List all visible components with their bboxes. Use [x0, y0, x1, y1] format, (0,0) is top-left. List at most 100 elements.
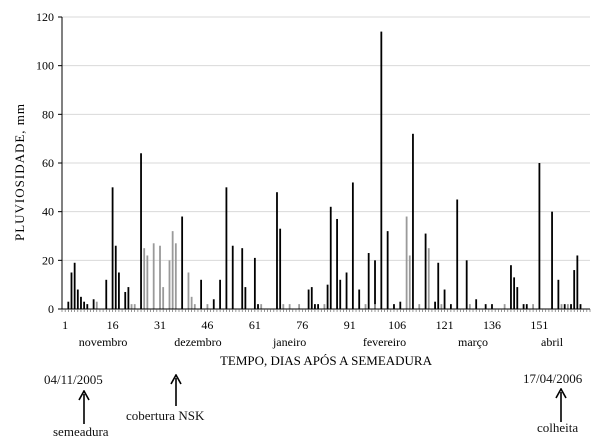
x-tick-label: 136 — [483, 318, 501, 332]
y-tick-label: 60 — [42, 156, 54, 170]
harvest-label: colheita — [537, 420, 579, 435]
bar-black — [345, 272, 348, 309]
bar-grey — [168, 260, 171, 309]
bar-grey — [323, 304, 326, 309]
bar-grey — [440, 304, 443, 309]
bar-black — [386, 231, 389, 309]
bar-grey — [503, 304, 506, 309]
x-tick-label: 1 — [62, 318, 68, 332]
x-tick-label: 16 — [107, 318, 119, 332]
bar-black — [516, 287, 519, 309]
sowing-label: semeadura — [53, 424, 109, 439]
x-tick-label: 31 — [154, 318, 166, 332]
bar-black — [336, 218, 338, 309]
bar-black — [105, 279, 108, 309]
cover-label: cobertura NSK — [126, 408, 205, 423]
bar-grey — [143, 248, 146, 309]
bar-black — [253, 257, 256, 309]
bar-grey — [282, 304, 285, 309]
chart-bars — [67, 31, 582, 309]
bar-black — [219, 279, 221, 309]
bar-grey — [152, 243, 155, 309]
month-label: março — [458, 335, 488, 349]
bar-grey — [162, 287, 165, 309]
bar-black — [124, 291, 127, 309]
bar-grey — [532, 304, 534, 309]
bar-black — [140, 153, 142, 309]
y-tick-label: 100 — [36, 59, 54, 73]
month-label: abril — [541, 335, 564, 349]
bar-black — [380, 31, 383, 309]
bar-black — [484, 304, 487, 309]
bar-grey — [427, 248, 430, 309]
bar-black — [80, 296, 82, 309]
bar-black — [424, 233, 427, 309]
bar-grey — [146, 255, 149, 309]
x-tick-label: 46 — [201, 318, 213, 332]
bar-black — [412, 133, 414, 309]
bar-black — [551, 211, 553, 309]
harvest-date: 17/04/2006 — [523, 371, 583, 386]
bar-grey — [374, 304, 376, 309]
bar-black — [257, 304, 259, 309]
bar-black — [276, 192, 278, 309]
bar-black — [118, 272, 120, 309]
bar-black — [339, 279, 342, 309]
x-tick-label: 151 — [530, 318, 548, 332]
y-tick-label: 0 — [48, 302, 54, 316]
bar-grey — [193, 304, 196, 309]
bar-black — [181, 216, 184, 309]
y-axis-label: PLUVIOSIDADE, mm — [12, 103, 27, 241]
bar-black — [83, 301, 86, 309]
bar-grey — [288, 304, 291, 309]
bar-black — [225, 187, 228, 309]
bar-black — [231, 245, 234, 309]
bar-black — [326, 284, 329, 309]
bar-black — [456, 199, 459, 309]
x-tick-label: 121 — [436, 318, 454, 332]
bar-black — [241, 248, 244, 309]
y-tick-label: 20 — [42, 253, 54, 267]
bar-grey — [206, 304, 209, 309]
x-tick-label: 106 — [388, 318, 406, 332]
bar-black — [563, 304, 566, 309]
bar-grey — [418, 304, 421, 309]
month-label: fevereiro — [363, 335, 406, 349]
y-tick-label: 80 — [42, 107, 54, 121]
bar-grey — [159, 245, 161, 309]
chart-grid — [62, 16, 590, 261]
bar-black — [443, 289, 446, 309]
bar-black — [358, 289, 361, 309]
chart-axes: 0 20 40 60 80 100 120 1 16 31 46 61 76 91 106 121 136 151… — [36, 10, 591, 349]
bar-black — [434, 301, 436, 309]
bar-black — [513, 277, 516, 309]
bar-black — [525, 304, 528, 309]
bar-black — [73, 262, 76, 309]
bar-black — [465, 260, 468, 309]
bar-black — [329, 206, 332, 309]
bar-black — [475, 299, 478, 309]
bar-black — [200, 279, 203, 309]
bar-grey — [364, 304, 367, 309]
bar-black — [351, 182, 354, 309]
bar-black — [570, 304, 572, 309]
bar-black — [557, 279, 560, 309]
bar-black — [76, 289, 79, 309]
bar-black — [374, 260, 376, 309]
bar-grey — [408, 255, 411, 309]
bar-black — [86, 304, 89, 309]
bar-black — [67, 301, 70, 309]
bar-grey — [130, 304, 133, 309]
bar-black — [307, 289, 310, 309]
bar-black — [522, 304, 525, 309]
bar-black — [244, 287, 247, 309]
y-tick-label: 120 — [36, 10, 54, 24]
bar-black — [111, 187, 114, 309]
bar-black — [393, 304, 395, 309]
bar-black — [212, 299, 215, 309]
bar-black — [310, 287, 313, 309]
x-axis-label: TEMPO, DIAS APÓS A SEMEADURA — [220, 353, 433, 368]
bar-grey — [133, 304, 136, 309]
sowing-date: 04/11/2005 — [44, 372, 103, 387]
month-label: novembro — [79, 335, 128, 349]
